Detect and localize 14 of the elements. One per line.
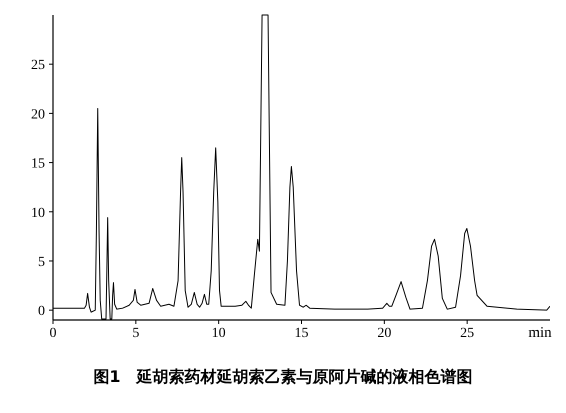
x-tick-label: 25: [460, 326, 474, 341]
y-tick-label: 5: [38, 254, 45, 270]
y-tick-label: 15: [31, 156, 45, 172]
y-tick-label: 0: [38, 304, 45, 320]
x-tick-label: 0: [50, 326, 56, 341]
y-tick-label: 20: [31, 107, 45, 122]
y-tick-label: 25: [31, 58, 45, 74]
x-tick-label: 15: [294, 326, 308, 341]
x-tick-label: 20: [377, 326, 392, 341]
text: 图1 延胡索药材延胡索乙素与原阿片碱的液相色谱图: [93, 367, 473, 386]
x-tick-label: 10: [212, 326, 226, 341]
y-tick-label: 10: [31, 206, 45, 221]
x-tick-label: 5: [132, 326, 140, 341]
x-axis-title: min: [528, 325, 552, 341]
